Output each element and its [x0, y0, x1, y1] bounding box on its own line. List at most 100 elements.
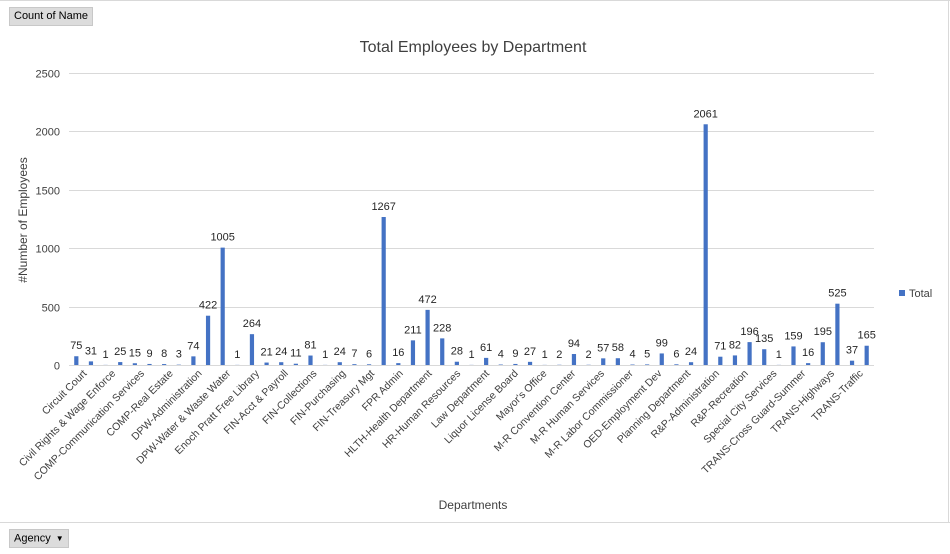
bar[interactable]	[484, 357, 489, 365]
bar[interactable]	[718, 356, 723, 365]
bar[interactable]	[527, 361, 533, 365]
bar[interactable]	[454, 361, 459, 365]
agency-filter-button[interactable]: Agency ▼	[9, 529, 69, 549]
data-label: 228	[433, 322, 451, 334]
bar[interactable]	[74, 356, 79, 365]
data-label: 21	[260, 347, 272, 359]
data-label: 82	[729, 339, 741, 351]
bar[interactable]	[820, 342, 825, 365]
data-label: 28	[451, 346, 463, 358]
y-axis-title: #Number of Employees	[16, 157, 30, 282]
data-label: 2	[586, 349, 592, 361]
data-label: 74	[187, 340, 199, 352]
bar[interactable]	[220, 247, 225, 365]
bar[interactable]	[762, 349, 767, 365]
chart-frame-right	[948, 0, 949, 522]
bar[interactable]	[513, 363, 518, 365]
data-label: 16	[802, 347, 814, 359]
bar[interactable]	[191, 356, 196, 365]
y-tick-label: 0	[54, 361, 60, 373]
y-tick-label: 500	[42, 303, 60, 315]
data-label: 4	[629, 349, 635, 361]
data-label: 1005	[210, 232, 234, 244]
data-label: 165	[858, 330, 876, 342]
y-tick-label: 2000	[36, 127, 60, 139]
bar[interactable]	[118, 362, 123, 365]
bar[interactable]	[205, 315, 211, 365]
count-of-name-field-button[interactable]: Count of Name	[9, 7, 93, 26]
bar[interactable]	[703, 124, 708, 365]
data-label: 58	[612, 342, 624, 354]
legend-swatch	[899, 290, 905, 296]
data-label: 81	[304, 340, 316, 352]
bar[interactable]	[571, 354, 577, 365]
data-label: 24	[685, 346, 697, 358]
bar[interactable]	[615, 358, 620, 365]
chart-frame-top	[0, 0, 950, 1]
bar[interactable]	[806, 363, 811, 365]
data-label: 75	[70, 340, 82, 352]
data-label: 525	[828, 288, 846, 300]
data-label: 1	[542, 349, 548, 361]
bar[interactable]	[688, 362, 694, 365]
data-label: 1	[468, 349, 474, 361]
chart-title: Total Employees by Department	[360, 39, 587, 56]
data-label: 1	[322, 349, 328, 361]
data-label: 264	[243, 318, 261, 330]
data-label: 135	[755, 333, 773, 345]
legend[interactable]: Total	[899, 288, 932, 300]
bar[interactable]	[747, 342, 752, 365]
data-label: 61	[480, 342, 492, 354]
data-label: 2061	[693, 108, 717, 120]
bar[interactable]	[410, 340, 416, 365]
bar[interactable]	[88, 361, 94, 365]
bar[interactable]	[249, 334, 255, 365]
bar[interactable]	[337, 362, 342, 365]
bar[interactable]	[293, 363, 298, 365]
bar[interactable]	[791, 346, 796, 365]
data-label: 16	[392, 347, 404, 359]
bar[interactable]	[674, 364, 679, 365]
data-label: 472	[418, 294, 436, 306]
bar[interactable]	[425, 309, 430, 365]
y-tick-labels: 0 500 1000 1500 2000 2500	[36, 69, 60, 373]
bar[interactable]	[396, 363, 401, 365]
bar[interactable]	[162, 364, 167, 365]
bar[interactable]	[132, 363, 137, 365]
bar[interactable]	[366, 364, 372, 365]
bar[interactable]	[864, 345, 869, 365]
data-label: 15	[129, 347, 141, 359]
bar[interactable]	[381, 217, 386, 365]
data-label: 8	[161, 348, 167, 360]
bar[interactable]	[352, 364, 357, 365]
bar[interactable]	[645, 364, 650, 365]
chart-frame-bottom	[0, 522, 950, 523]
legend-label: Total	[909, 288, 932, 300]
data-label: 1	[103, 349, 109, 361]
data-label: 94	[568, 338, 580, 350]
bar[interactable]	[849, 360, 855, 365]
data-label: 9	[512, 348, 518, 360]
bar[interactable]	[147, 363, 152, 365]
bar[interactable]	[659, 353, 664, 365]
bar[interactable]	[732, 355, 738, 365]
bar[interactable]	[601, 358, 606, 365]
bar[interactable]	[440, 338, 445, 365]
bar[interactable]	[308, 355, 313, 365]
data-label: 37	[846, 345, 858, 357]
bar[interactable]	[279, 362, 284, 365]
bar[interactable]	[835, 303, 840, 365]
data-label: 1	[776, 349, 782, 361]
bar[interactable]	[264, 362, 269, 365]
data-label: 31	[85, 345, 97, 357]
data-label: 195	[814, 326, 832, 338]
data-label: 24	[334, 346, 346, 358]
data-label: 9	[146, 348, 152, 360]
x-tick-label: TRANS-Traffic	[809, 368, 865, 424]
bars	[74, 124, 869, 365]
x-tick-label: COMP-Communication Services	[32, 368, 147, 483]
x-axis-title: Departments	[439, 498, 508, 512]
